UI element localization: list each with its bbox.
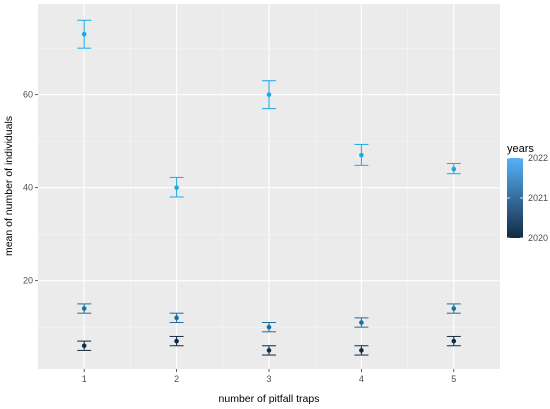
data-point-2020 bbox=[81, 343, 87, 349]
data-layer bbox=[77, 19, 461, 356]
data-point-2022 bbox=[359, 152, 364, 158]
data-point-2020 bbox=[451, 338, 457, 344]
x-tick-label: 3 bbox=[266, 374, 271, 384]
data-point-2021 bbox=[174, 315, 179, 321]
x-axis-title: number of pitfall traps bbox=[219, 393, 320, 405]
legend-label-2021: 2021 bbox=[528, 193, 548, 203]
data-point-2022 bbox=[81, 31, 87, 37]
legend-label-2020: 2020 bbox=[528, 233, 548, 243]
data-point-2022 bbox=[266, 92, 272, 97]
axis-ticks: 20 40 60 1 2 3 4 5 bbox=[23, 90, 456, 384]
data-point-2022 bbox=[451, 166, 457, 172]
series-2021 bbox=[77, 303, 461, 333]
legend-colorbar bbox=[507, 158, 523, 238]
series-2020 bbox=[77, 335, 461, 356]
data-point-2021 bbox=[266, 324, 272, 330]
legend-label-2022: 2022 bbox=[528, 153, 548, 163]
data-point-2021 bbox=[451, 306, 457, 311]
x-tick-label: 1 bbox=[82, 374, 87, 384]
data-point-2020 bbox=[174, 338, 179, 344]
y-tick-label: 20 bbox=[23, 276, 33, 286]
data-point-2022 bbox=[174, 185, 179, 190]
data-point-2021 bbox=[359, 320, 364, 325]
y-tick-label: 60 bbox=[23, 90, 33, 100]
legend-ticks bbox=[507, 157, 523, 239]
legend-title: years bbox=[507, 143, 534, 155]
data-point-2020 bbox=[266, 348, 272, 353]
legend: years 2022 2021 2020 bbox=[507, 143, 548, 243]
x-tick-label: 2 bbox=[174, 374, 179, 384]
y-tick-label: 40 bbox=[23, 183, 33, 193]
data-point-2021 bbox=[81, 306, 87, 311]
data-point-2020 bbox=[359, 348, 364, 353]
y-axis-title: mean of number of individuals bbox=[3, 116, 15, 256]
x-tick-label: 5 bbox=[451, 374, 456, 384]
series-2022 bbox=[77, 19, 461, 198]
x-tick-label: 4 bbox=[359, 374, 364, 384]
